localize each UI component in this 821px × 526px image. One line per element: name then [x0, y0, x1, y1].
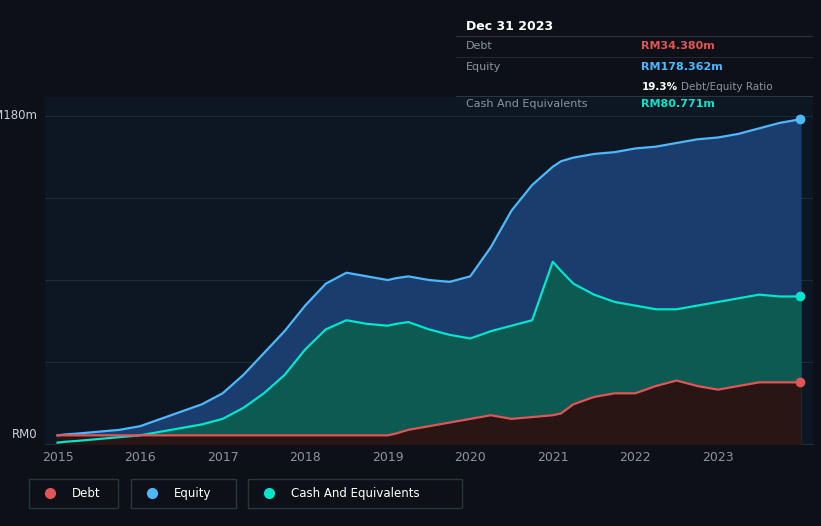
- Text: Equity: Equity: [174, 487, 212, 500]
- Text: Debt: Debt: [466, 41, 493, 50]
- Text: Dec 31 2023: Dec 31 2023: [466, 20, 553, 33]
- Text: RM80.771m: RM80.771m: [641, 99, 715, 109]
- Text: Equity: Equity: [466, 62, 502, 72]
- Text: Debt/Equity Ratio: Debt/Equity Ratio: [681, 82, 773, 92]
- Text: 19.3%: 19.3%: [641, 82, 677, 92]
- Text: Cash And Equivalents: Cash And Equivalents: [466, 99, 588, 109]
- Text: RM178.362m: RM178.362m: [641, 62, 723, 72]
- Text: RM180m: RM180m: [0, 109, 38, 122]
- Text: Debt: Debt: [72, 487, 101, 500]
- Text: Cash And Equivalents: Cash And Equivalents: [291, 487, 420, 500]
- Text: RM34.380m: RM34.380m: [641, 41, 715, 50]
- Text: RM0: RM0: [11, 428, 38, 441]
